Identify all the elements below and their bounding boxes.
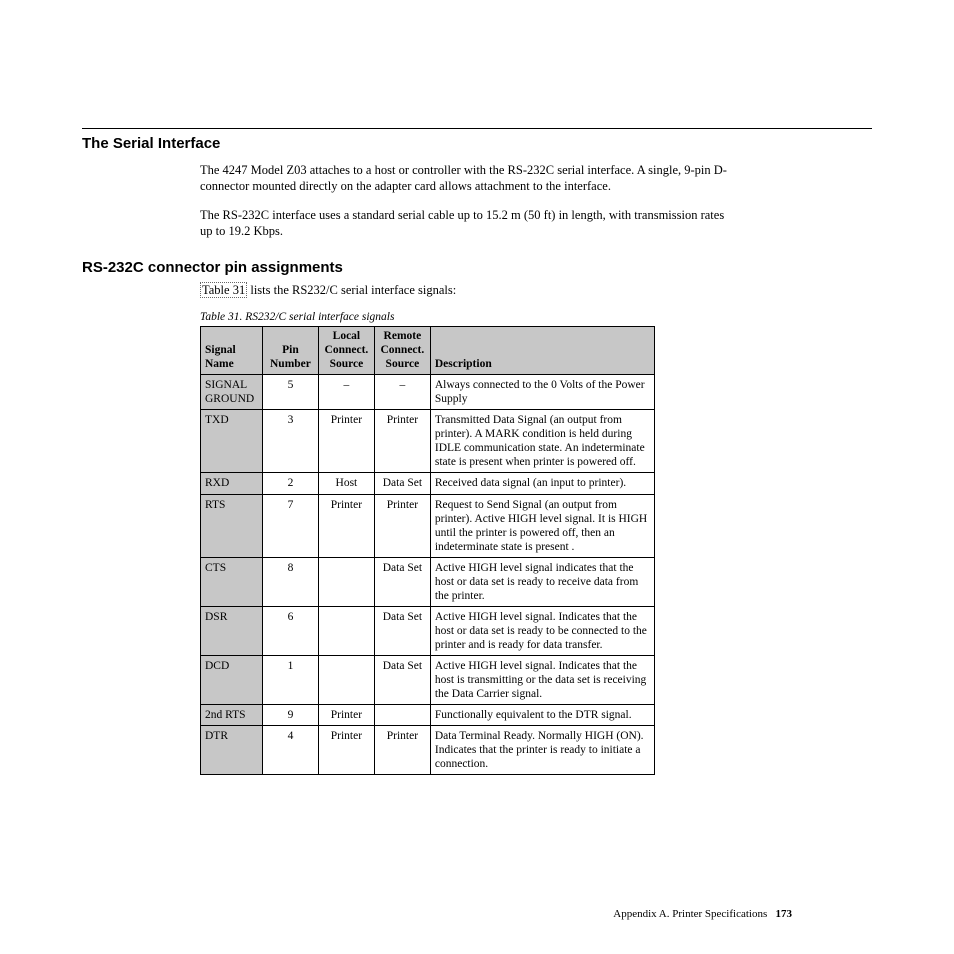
section-rule: [82, 128, 872, 129]
page-number: 173: [776, 908, 793, 920]
desc-cell: Active HIGH level signal indicates that …: [430, 557, 654, 606]
table-row: CTS8 Data SetActive HIGH level signal ind…: [201, 557, 655, 606]
local-cell: Printer: [318, 410, 374, 473]
local-cell: Printer: [318, 725, 374, 774]
pin-cell: 6: [262, 606, 318, 655]
local-cell: Host: [318, 473, 374, 494]
local-cell: [318, 655, 374, 704]
local-cell: [318, 606, 374, 655]
pin-cell: 4: [262, 725, 318, 774]
desc-cell: Data Terminal Ready. Normally HIGH (ON).…: [430, 725, 654, 774]
signal-name-cell: TXD: [201, 410, 263, 473]
table-row: TXD3PrinterPrinterTransmitted Data Signa…: [201, 410, 655, 473]
paragraph: The RS-232C interface uses a standard se…: [200, 207, 732, 239]
local-cell: –: [318, 375, 374, 410]
desc-cell: Request to Send Signal (an output from p…: [430, 494, 654, 557]
table-body: SIGNAL GROUND5––Always connected to the …: [201, 375, 655, 774]
remote-cell: Data Set: [374, 655, 430, 704]
desc-cell: Transmitted Data Signal (an output from …: [430, 410, 654, 473]
table-row: RTS7PrinterPrinterRequest to Send Signal…: [201, 494, 655, 557]
th-desc: Description: [430, 327, 654, 375]
signals-table: Signal Name Pin Number Local Connect. So…: [200, 326, 655, 775]
table-row: 2nd RTS9Printer Functionally equivalent t…: [201, 704, 655, 725]
local-cell: Printer: [318, 704, 374, 725]
body-block-2: Table 31 lists the RS232/C serial interf…: [200, 282, 732, 775]
heading-serial-interface: The Serial Interface: [82, 135, 872, 152]
remote-cell: Data Set: [374, 606, 430, 655]
pin-cell: 1: [262, 655, 318, 704]
th-signal: Signal Name: [201, 327, 263, 375]
footer-text: Appendix A. Printer Specifications: [613, 908, 767, 920]
signal-name-cell: RXD: [201, 473, 263, 494]
pin-cell: 8: [262, 557, 318, 606]
th-remote: Remote Connect. Source: [374, 327, 430, 375]
th-local: Local Connect. Source: [318, 327, 374, 375]
heading-pin-assignments: RS-232C connector pin assignments: [82, 259, 872, 276]
signal-name-cell: CTS: [201, 557, 263, 606]
signal-name-cell: SIGNAL GROUND: [201, 375, 263, 410]
th-pin: Pin Number: [262, 327, 318, 375]
remote-cell: Printer: [374, 725, 430, 774]
intro-text-after: lists the RS232/C serial interface signa…: [247, 283, 456, 297]
remote-cell: Printer: [374, 410, 430, 473]
table-header-row: Signal Name Pin Number Local Connect. So…: [201, 327, 655, 375]
body-block-1: The 4247 Model Z03 attaches to a host or…: [200, 162, 732, 239]
desc-cell: Always connected to the 0 Volts of the P…: [430, 375, 654, 410]
signal-name-cell: 2nd RTS: [201, 704, 263, 725]
desc-cell: Functionally equivalent to the DTR signa…: [430, 704, 654, 725]
paragraph: The 4247 Model Z03 attaches to a host or…: [200, 162, 732, 194]
remote-cell: [374, 704, 430, 725]
table-row: DCD1 Data SetActive HIGH level signal. In…: [201, 655, 655, 704]
intro-paragraph: Table 31 lists the RS232/C serial interf…: [200, 282, 732, 298]
remote-cell: Printer: [374, 494, 430, 557]
page-content: The Serial Interface The 4247 Model Z03 …: [0, 0, 954, 775]
table-reference-link[interactable]: Table 31: [200, 282, 247, 298]
desc-cell: Active HIGH level signal. Indicates that…: [430, 606, 654, 655]
signal-name-cell: RTS: [201, 494, 263, 557]
pin-cell: 5: [262, 375, 318, 410]
signal-name-cell: DSR: [201, 606, 263, 655]
pin-cell: 3: [262, 410, 318, 473]
table-row: SIGNAL GROUND5––Always connected to the …: [201, 375, 655, 410]
desc-cell: Active HIGH level signal. Indicates that…: [430, 655, 654, 704]
table-row: DTR4PrinterPrinterData Terminal Ready. N…: [201, 725, 655, 774]
signal-name-cell: DTR: [201, 725, 263, 774]
pin-cell: 7: [262, 494, 318, 557]
remote-cell: Data Set: [374, 473, 430, 494]
remote-cell: –: [374, 375, 430, 410]
table-row: RXD2HostData SetReceived data signal (an…: [201, 473, 655, 494]
pin-cell: 2: [262, 473, 318, 494]
local-cell: Printer: [318, 494, 374, 557]
signal-name-cell: DCD: [201, 655, 263, 704]
page-footer: Appendix A. Printer Specifications 173: [613, 908, 792, 920]
pin-cell: 9: [262, 704, 318, 725]
remote-cell: Data Set: [374, 557, 430, 606]
table-row: DSR6 Data SetActive HIGH level signal. In…: [201, 606, 655, 655]
local-cell: [318, 557, 374, 606]
table-caption: Table 31. RS232/C serial interface signa…: [200, 311, 732, 323]
desc-cell: Received data signal (an input to printe…: [430, 473, 654, 494]
